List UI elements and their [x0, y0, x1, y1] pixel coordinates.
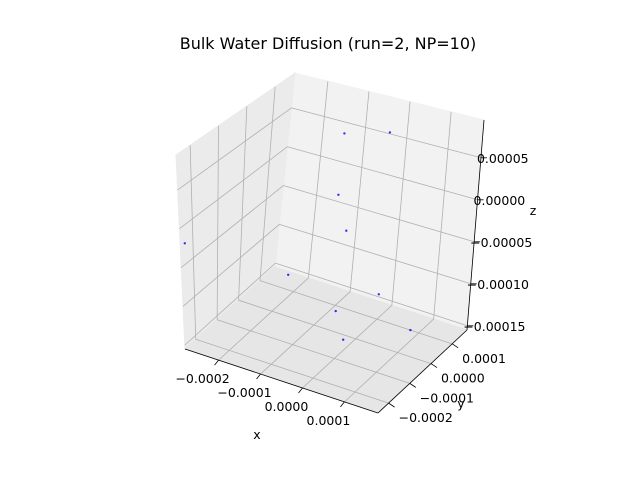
y-gridline — [195, 338, 389, 404]
data-points — [183, 131, 412, 341]
x-tick — [298, 387, 303, 394]
x-gridline — [307, 81, 329, 278]
z-gridline — [275, 262, 468, 327]
data-point — [345, 229, 348, 232]
x-gridline — [391, 101, 411, 306]
y-axis-label: y — [457, 396, 465, 411]
y-gridline — [238, 106, 248, 301]
y-gridline — [259, 280, 453, 345]
y-tick — [388, 402, 395, 408]
data-point — [342, 338, 345, 341]
chart-title: Bulk Water Diffusion (run=2, NP=10) — [180, 34, 477, 53]
x-gridline — [433, 111, 452, 320]
z-gridline — [291, 107, 482, 159]
z-tick-label: −0.00015 — [463, 319, 525, 334]
z-gridline — [283, 185, 475, 243]
z-tick-label: −0.00005 — [470, 235, 532, 250]
data-point — [183, 242, 186, 245]
z-gridline — [184, 262, 276, 346]
x-tick — [256, 373, 261, 380]
y-tick-label: −0.0002 — [399, 410, 453, 425]
y-gridline — [216, 125, 219, 320]
y-tick-label: −0.0001 — [420, 390, 474, 405]
x-tick-label: −0.0002 — [175, 371, 229, 386]
x-tick-label: 0.0000 — [265, 399, 309, 414]
data-point — [388, 131, 392, 134]
x-axis-label: x — [253, 427, 260, 442]
z-gridline — [179, 146, 288, 230]
x-tick-label: −0.0001 — [217, 385, 271, 400]
data-point — [377, 293, 380, 296]
y-tick — [430, 363, 438, 368]
data-point — [337, 193, 340, 196]
data-point — [334, 309, 337, 313]
y-tick — [451, 343, 459, 349]
y-tick — [409, 383, 417, 388]
data-point — [409, 328, 412, 332]
y-tick-label: 0.0001 — [462, 351, 506, 366]
x-tick-label: 0.0001 — [307, 413, 351, 428]
x-gridline — [349, 91, 370, 292]
axes-panes — [175, 71, 485, 414]
x-axis-line — [184, 348, 379, 414]
z-tick-label: 0.00000 — [474, 193, 526, 208]
z-gridline — [279, 223, 471, 285]
z-gridline — [182, 224, 280, 307]
y-tick-label: 0.0000 — [441, 371, 485, 386]
axes-ticks: −0.0002−0.00010.00000.0001 −0.0002−0.0001… — [175, 151, 532, 428]
y-gridline — [238, 299, 432, 364]
x-tick — [340, 401, 345, 408]
y-gridline — [217, 319, 410, 384]
z-axis-line — [466, 119, 485, 331]
z-axis-label: z — [530, 203, 537, 218]
z-tick-label: 0.00005 — [477, 151, 529, 166]
z-gridline — [287, 146, 478, 201]
data-point — [287, 273, 290, 276]
y-gridline — [259, 86, 276, 281]
y-gridline — [189, 145, 197, 340]
z-gridline — [180, 185, 284, 268]
axes-gridlines — [177, 81, 482, 404]
data-point — [343, 132, 346, 135]
z-gridline — [177, 107, 292, 191]
x-tick — [214, 359, 219, 366]
z-tick-label: −0.00010 — [467, 277, 529, 292]
